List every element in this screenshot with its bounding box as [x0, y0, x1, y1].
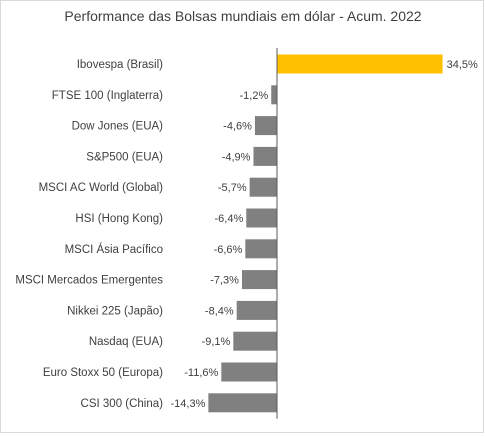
data-label: -11,6%: [184, 367, 218, 379]
category-label: CSI 300 (China): [81, 398, 164, 410]
category-label: FTSE 100 (Inglaterra): [52, 90, 163, 102]
data-label: -6,4%: [215, 213, 244, 225]
category-label: Ibovespa (Brasil): [77, 59, 163, 71]
data-label: -14,3%: [171, 398, 206, 410]
data-label: -1,2%: [239, 90, 268, 102]
category-label: HSI (Hong Kong): [75, 213, 163, 225]
bar: [236, 300, 277, 320]
category-label: MSCI AC World (Global): [39, 182, 164, 194]
category-label: Nasdaq (EUA): [89, 336, 163, 348]
data-label: -6,6%: [214, 244, 243, 256]
data-label: -8,4%: [205, 305, 234, 317]
category-label: MSCI Ásia Pacífico: [65, 243, 163, 256]
category-label: Euro Stoxx 50 (Europa): [43, 367, 163, 379]
bar: [245, 239, 277, 259]
chart-title: Performance das Bolsas mundiais em dólar…: [64, 8, 422, 24]
bar: [253, 146, 277, 166]
category-label: Dow Jones (EUA): [72, 121, 164, 133]
category-label: Nikkei 225 (Japão): [67, 305, 163, 317]
bar: [233, 331, 277, 351]
bar: [246, 208, 277, 228]
bar: [254, 116, 277, 136]
bar: [277, 54, 443, 74]
data-label: -4,6%: [223, 121, 252, 133]
data-label: -4,9%: [222, 151, 251, 163]
data-label: -5,7%: [218, 182, 247, 194]
bar: [208, 393, 277, 413]
bar: [249, 177, 277, 197]
bar: [241, 270, 277, 290]
data-label: -9,1%: [202, 336, 231, 348]
category-label: S&P500 (EUA): [86, 151, 163, 163]
category-label: MSCI Mercados Emergentes: [15, 275, 163, 287]
data-label: 34,5%: [447, 59, 478, 71]
bar: [271, 85, 277, 105]
bar: [221, 362, 277, 382]
data-label: -7,3%: [210, 275, 239, 287]
